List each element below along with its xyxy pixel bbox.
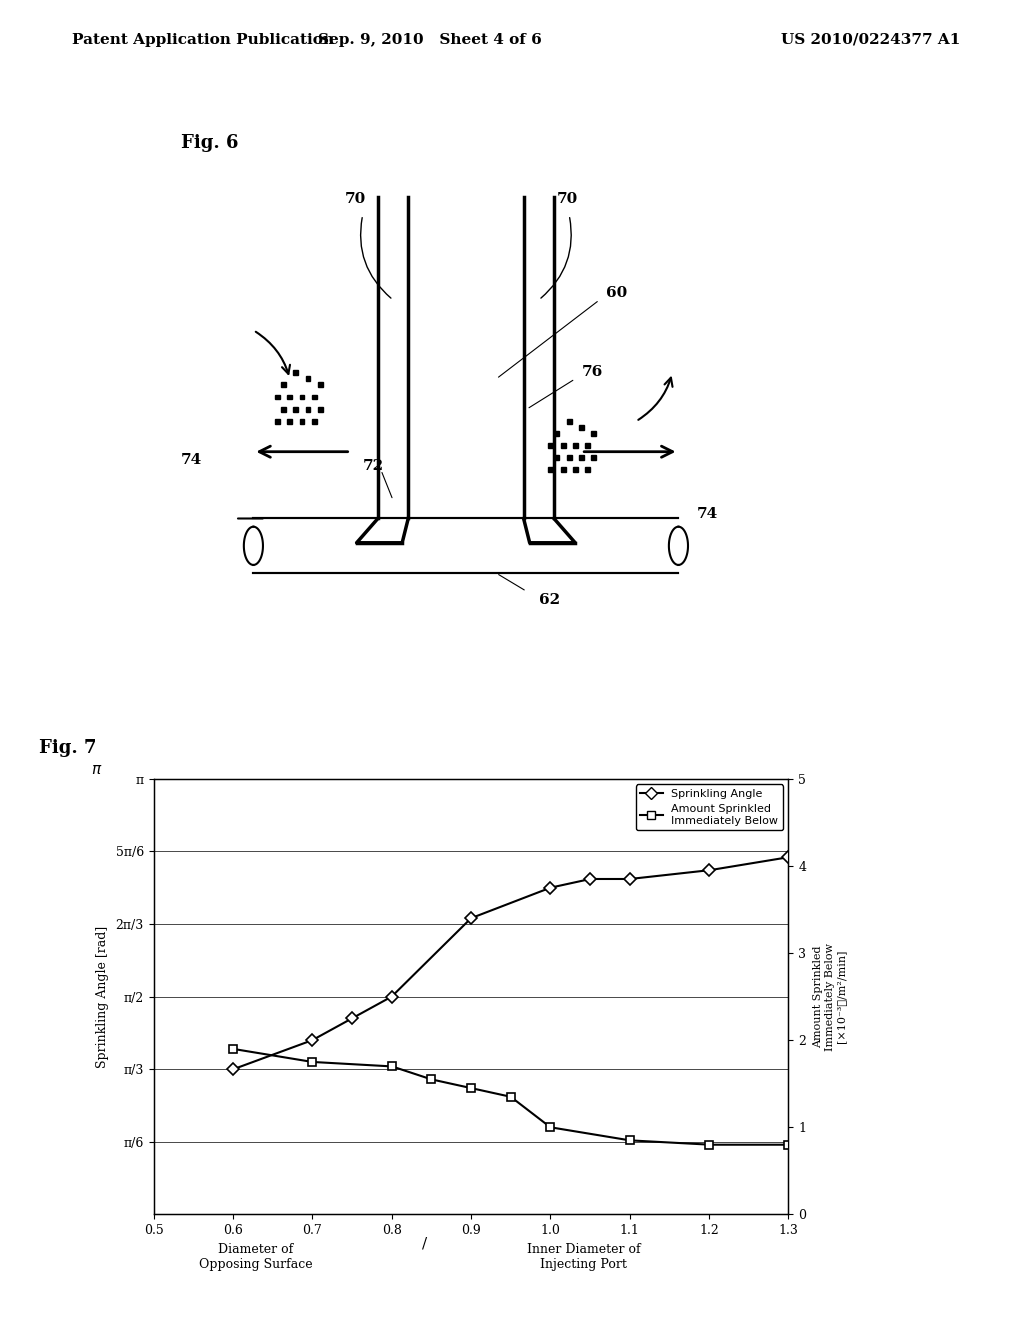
Bar: [591, 455, 596, 461]
Bar: [288, 395, 292, 400]
Bar: [572, 467, 578, 473]
Text: /: /: [422, 1237, 428, 1251]
Text: 60: 60: [605, 286, 627, 300]
Bar: [579, 455, 584, 461]
Bar: [305, 407, 310, 412]
Bar: [275, 395, 281, 400]
Bar: [311, 395, 316, 400]
Text: Fig. 7: Fig. 7: [39, 739, 97, 758]
Bar: [566, 455, 571, 461]
Bar: [555, 432, 559, 436]
Text: Inner Diameter of
Injecting Port: Inner Diameter of Injecting Port: [527, 1243, 640, 1271]
Text: Diameter of
Opposing Surface: Diameter of Opposing Surface: [200, 1243, 312, 1271]
Bar: [311, 418, 316, 424]
Y-axis label: Sprinkling Angle [rad]: Sprinkling Angle [rad]: [95, 925, 109, 1068]
Bar: [585, 444, 590, 447]
Bar: [300, 418, 304, 424]
Text: Fig. 6: Fig. 6: [180, 135, 238, 152]
Bar: [282, 407, 286, 412]
Text: Sep. 9, 2010   Sheet 4 of 6: Sep. 9, 2010 Sheet 4 of 6: [318, 33, 542, 46]
Text: $\pi$: $\pi$: [91, 763, 102, 777]
Bar: [549, 444, 553, 447]
Text: Patent Application Publication: Patent Application Publication: [72, 33, 334, 46]
Text: 70: 70: [557, 191, 579, 206]
Bar: [585, 467, 590, 473]
Bar: [300, 395, 304, 400]
Text: US 2010/0224377 A1: US 2010/0224377 A1: [780, 33, 961, 46]
Bar: [561, 444, 565, 447]
Bar: [305, 376, 310, 381]
Bar: [572, 444, 578, 447]
Text: 62: 62: [539, 593, 560, 606]
Bar: [566, 418, 571, 424]
Bar: [275, 418, 281, 424]
Text: 76: 76: [582, 364, 602, 379]
Text: 70: 70: [344, 191, 366, 206]
Bar: [579, 425, 584, 430]
Bar: [282, 383, 286, 387]
Bar: [317, 407, 323, 412]
Bar: [561, 467, 565, 473]
Bar: [317, 383, 323, 387]
Text: 74: 74: [696, 507, 718, 521]
Bar: [555, 455, 559, 461]
Bar: [288, 418, 292, 424]
Y-axis label: Amount Sprinkled
Immediately Below
[×10⁻³ℓ/m²/min]: Amount Sprinkled Immediately Below [×10⁻…: [813, 942, 847, 1051]
Bar: [591, 432, 596, 436]
Bar: [549, 467, 553, 473]
Text: 74: 74: [180, 453, 202, 467]
Legend: Sprinkling Angle, Amount Sprinkled
Immediately Below: Sprinkling Angle, Amount Sprinkled Immed…: [636, 784, 783, 830]
Bar: [294, 371, 298, 375]
Text: 72: 72: [362, 459, 384, 473]
Bar: [294, 407, 298, 412]
